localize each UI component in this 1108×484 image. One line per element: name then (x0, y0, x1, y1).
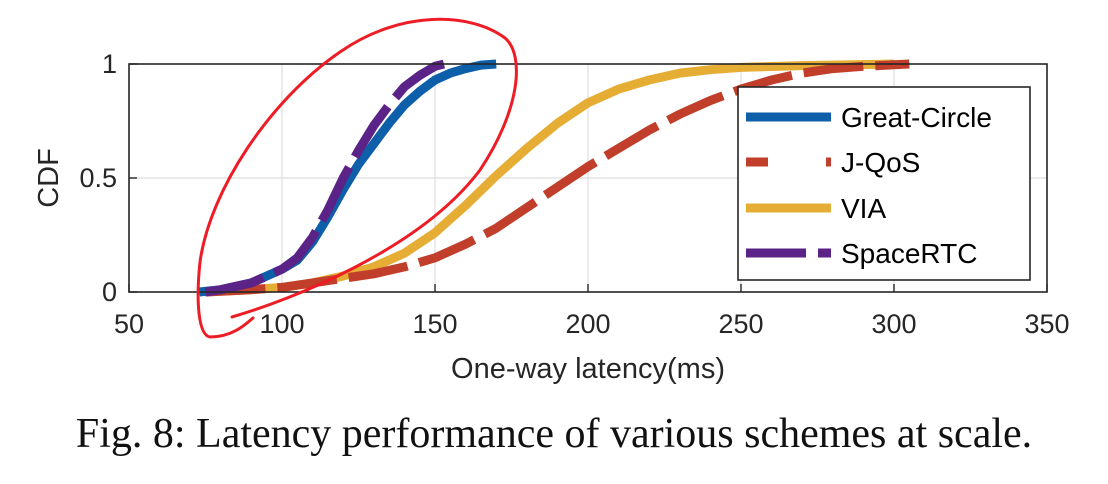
legend-label: Great-Circle (841, 102, 992, 133)
figure-caption: Fig. 8: Latency performance of various s… (75, 411, 1033, 457)
legend: Great-Circle J-QoS VIA SpaceRTC (737, 86, 1031, 281)
series-line-spacertc (204, 59, 446, 297)
axis-ticks: 50 100 150 200 250 300 350 0 0.5 1 (79, 49, 1069, 339)
plot-frame (128, 63, 1048, 293)
x-axis-label: One-way latency(ms) (451, 353, 725, 385)
y-tick-label: 1 (102, 49, 117, 79)
x-tick-label: 300 (871, 309, 916, 339)
red-annotation-loop (196, 17, 518, 339)
y-tick-label: 0.5 (79, 163, 117, 193)
x-tick-label: 350 (1024, 309, 1069, 339)
x-tick-label: 50 (114, 309, 144, 339)
x-tick-label: 200 (565, 309, 610, 339)
legend-label: VIA (841, 193, 886, 224)
x-tick-label: 100 (259, 309, 304, 339)
legend-label: SpaceRTC (841, 238, 977, 269)
x-tick-label: 250 (718, 309, 763, 339)
x-tick-label: 150 (412, 309, 457, 339)
y-axis-label: CDF (33, 148, 65, 208)
legend-label: J-QoS (841, 147, 920, 178)
y-tick-label: 0 (102, 277, 117, 307)
